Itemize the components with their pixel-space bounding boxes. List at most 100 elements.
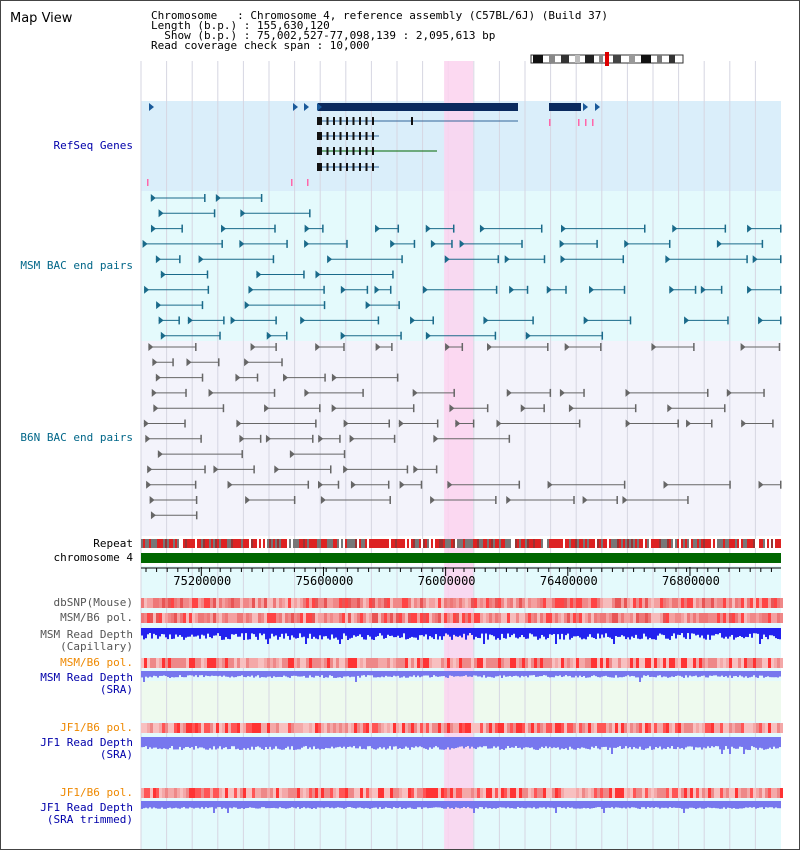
depth-bar	[729, 671, 731, 676]
bac-end-arrow-icon	[142, 239, 148, 248]
heat-cell	[498, 723, 501, 733]
heat-cell	[591, 788, 594, 798]
bac-end-tick	[406, 465, 409, 474]
track-label-msm-b6-pol-2[interactable]: MSM/B6 pol.	[60, 656, 133, 669]
depth-bar	[481, 801, 483, 808]
depth-bar	[503, 801, 505, 808]
heat-cell	[216, 723, 219, 733]
depth-bar	[421, 671, 423, 677]
depth-bar	[149, 628, 151, 634]
repeat-segment	[617, 539, 619, 548]
repeat-segment	[703, 539, 705, 548]
repeat-segment	[515, 539, 517, 548]
track-label-jf1-b6-pol-1[interactable]: JF1/B6 pol.	[60, 721, 133, 734]
depth-bar	[485, 628, 487, 634]
depth-bar	[155, 628, 157, 636]
depth-bar	[589, 671, 591, 678]
depth-bar	[533, 671, 535, 676]
heat-cell	[435, 788, 438, 798]
depth-bar	[735, 628, 737, 638]
bac-end-arrow-icon	[266, 331, 272, 340]
depth-bar	[273, 737, 275, 749]
depth-bar	[649, 671, 651, 678]
depth-bar	[735, 801, 737, 809]
depth-bar	[389, 737, 391, 747]
depth-bar	[515, 628, 517, 638]
depth-bar	[217, 671, 219, 677]
heat-cell	[546, 598, 549, 608]
heat-cell	[237, 788, 240, 798]
bac-end-tick	[324, 373, 326, 382]
heat-cell	[729, 613, 732, 623]
heat-cell	[219, 723, 222, 733]
depth-bar	[723, 628, 725, 639]
repeat-segment	[701, 539, 703, 548]
depth-bar	[733, 801, 735, 809]
heat-cell	[420, 598, 423, 608]
bac-end-tick	[366, 285, 369, 294]
heat-cell	[759, 788, 762, 798]
track-label-b6n-bac[interactable]: B6N BAC end pairs	[20, 431, 133, 444]
ideogram-band	[613, 55, 621, 63]
heat-cell	[378, 658, 381, 668]
track-label-msm-depth-sra[interactable]: MSM Read Depth (SRA)	[40, 671, 133, 696]
heat-cell	[549, 723, 552, 733]
depth-bar	[613, 628, 615, 644]
heat-cell	[294, 788, 297, 798]
depth-bar	[495, 801, 497, 809]
heat-cell	[141, 788, 144, 798]
heat-cell	[723, 788, 726, 798]
heat-cell	[276, 788, 279, 798]
heat-cell	[543, 658, 546, 668]
track-label-msm-depth-capillary[interactable]: MSM Read Depth (Capillary)	[40, 628, 133, 653]
heat-cell	[561, 613, 564, 623]
heat-cell	[378, 613, 381, 623]
heat-cell	[258, 613, 261, 623]
heat-cell	[171, 788, 174, 798]
heat-cell	[192, 613, 195, 623]
depth-bar	[421, 801, 423, 809]
track-label-msm-b6-pol-1[interactable]: MSM/B6 pol.	[60, 611, 133, 624]
depth-bar	[691, 628, 693, 634]
heat-cell	[324, 658, 327, 668]
heat-cell	[186, 598, 189, 608]
heat-cell	[561, 788, 564, 798]
track-label-jf1-b6-pol-2[interactable]: JF1/B6 pol.	[60, 786, 133, 799]
track-label-dbsnp[interactable]: dbSNP(Mouse)	[53, 596, 133, 609]
depth-bar	[209, 801, 211, 808]
heat-cell	[501, 613, 504, 623]
track-label-msm-bac[interactable]: MSM BAC end pairs	[20, 259, 133, 272]
depth-bar	[309, 801, 311, 809]
track-label-refseq[interactable]: RefSeq Genes	[53, 139, 133, 152]
depth-bar	[479, 801, 481, 808]
heat-cell	[522, 723, 525, 733]
depth-bar	[567, 628, 569, 634]
track-label-repeat[interactable]: Repeat	[93, 537, 133, 550]
depth-bar	[605, 801, 607, 808]
heat-cell	[432, 658, 435, 668]
depth-bar	[481, 671, 483, 678]
depth-bar	[469, 801, 471, 809]
depth-bar	[463, 801, 465, 808]
track-label-chromosome[interactable]: chromosome 4	[53, 551, 133, 564]
heat-cell	[561, 598, 564, 608]
depth-bar	[625, 737, 627, 747]
heat-cell	[768, 598, 771, 608]
track-label-jf1-depth-sra[interactable]: JF1 Read Depth (SRA)	[40, 736, 133, 761]
heat-cell	[201, 723, 204, 733]
repeat-segment	[389, 539, 391, 548]
bac-end-arrow-icon	[304, 224, 310, 233]
heat-cell	[468, 658, 471, 668]
depth-bar	[293, 671, 295, 676]
depth-bar	[275, 628, 277, 636]
heat-cell	[150, 613, 153, 623]
depth-bar	[683, 671, 685, 678]
bac-end-arrow-icon	[151, 388, 157, 397]
heat-cell	[654, 658, 657, 668]
heat-cell	[264, 613, 267, 623]
heat-cell	[552, 598, 555, 608]
track-label-jf1-depth-trimmed[interactable]: JF1 Read Depth (SRA trimmed)	[40, 801, 133, 826]
heat-cell	[765, 598, 768, 608]
depth-bar	[707, 628, 709, 635]
repeat-segment	[557, 539, 559, 548]
